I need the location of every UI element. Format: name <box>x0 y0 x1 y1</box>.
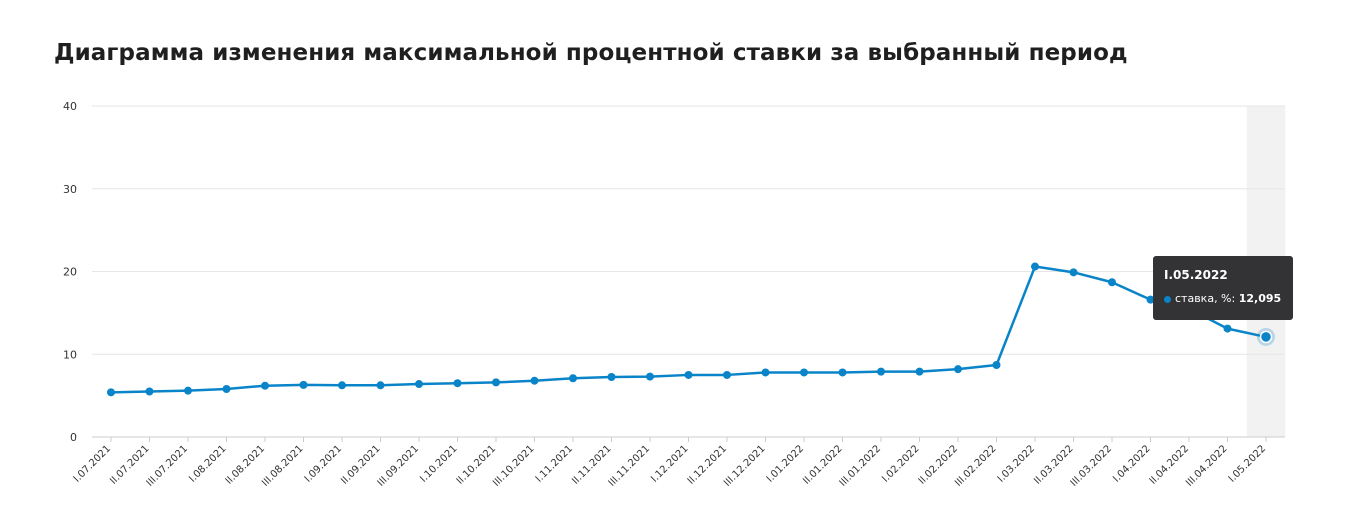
x-tick-label: I.05.2022 <box>1227 443 1268 484</box>
x-tick-label: I.09.2021 <box>303 443 344 484</box>
y-tick-label: 20 <box>63 266 77 279</box>
data-point <box>607 373 616 382</box>
x-tick-label: III.02.2022 <box>953 443 999 489</box>
tooltip-series-label: ставка, %: <box>1175 292 1236 305</box>
data-tooltip: I.05.2022 ставка, %: 12,095 <box>1153 256 1293 320</box>
data-point <box>222 385 231 394</box>
x-tick-label: III.01.2022 <box>838 443 884 489</box>
x-tick-label: III.10.2021 <box>491 443 537 489</box>
data-point <box>338 381 346 390</box>
data-point <box>800 368 808 377</box>
data-point <box>684 370 693 379</box>
tooltip-value: 12,095 <box>1238 292 1282 305</box>
x-tick-label: III.08.2021 <box>260 443 306 489</box>
x-tick-label: I.02.2022 <box>880 443 921 484</box>
series-points-layer <box>107 262 1275 397</box>
data-point <box>992 361 1001 370</box>
x-tick-label: I.03.2022 <box>996 443 1037 484</box>
x-tick-label: III.04.2022 <box>1184 443 1230 489</box>
y-tick-label: 0 <box>70 431 77 444</box>
series-marker-icon <box>1164 295 1171 303</box>
data-point <box>1146 295 1155 304</box>
x-tick-label: I.04.2022 <box>1111 443 1152 484</box>
data-point <box>877 367 885 376</box>
y-tick-label: 10 <box>63 348 77 361</box>
data-point <box>492 378 500 387</box>
data-point <box>1108 278 1116 287</box>
y-tick-label: 40 <box>63 100 77 113</box>
x-tick-label: III.03.2022 <box>1069 443 1115 489</box>
chart-title: Диаграмма изменения максимальной процент… <box>54 40 1128 66</box>
x-tick-label: I.07.2021 <box>72 443 113 484</box>
highlighted-data-point <box>1259 330 1273 344</box>
data-point <box>453 379 462 388</box>
x-tick-label: III.09.2021 <box>376 443 422 489</box>
data-point <box>530 376 539 385</box>
data-point <box>1031 262 1039 271</box>
data-point <box>915 367 924 376</box>
data-point <box>838 368 847 377</box>
data-point <box>723 370 731 379</box>
x-tick-label: I.12.2021 <box>649 443 690 484</box>
data-point <box>107 388 115 397</box>
x-tick-label: III.11.2021 <box>607 443 653 489</box>
data-point <box>299 380 308 389</box>
tooltip-row: ставка, %: 12,095 <box>1164 292 1282 305</box>
x-tick-label: I.01.2022 <box>765 443 806 484</box>
data-point <box>261 381 269 390</box>
y-tick-label: 30 <box>63 183 77 196</box>
data-point <box>646 372 654 381</box>
x-tick-label: I.10.2021 <box>418 443 459 484</box>
x-tick-label: I.11.2021 <box>534 443 575 484</box>
data-point <box>1069 268 1078 277</box>
data-point <box>376 381 385 390</box>
data-point <box>184 386 192 395</box>
data-point <box>761 368 770 377</box>
x-tick-label: I.08.2021 <box>187 443 228 484</box>
data-point <box>954 365 962 374</box>
data-point <box>569 374 577 383</box>
grid-layer <box>92 105 1285 438</box>
x-tick-label: III.07.2021 <box>145 443 191 489</box>
x-axis: I.07.2021II.07.2021III.07.2021I.08.2021I… <box>72 437 1268 489</box>
y-axis: 0 10 20 30 40 <box>63 100 77 444</box>
data-point <box>145 387 154 396</box>
tooltip-title: I.05.2022 <box>1164 268 1228 282</box>
data-point <box>415 380 423 389</box>
data-point <box>1223 324 1232 333</box>
x-tick-label: III.12.2021 <box>722 443 768 489</box>
